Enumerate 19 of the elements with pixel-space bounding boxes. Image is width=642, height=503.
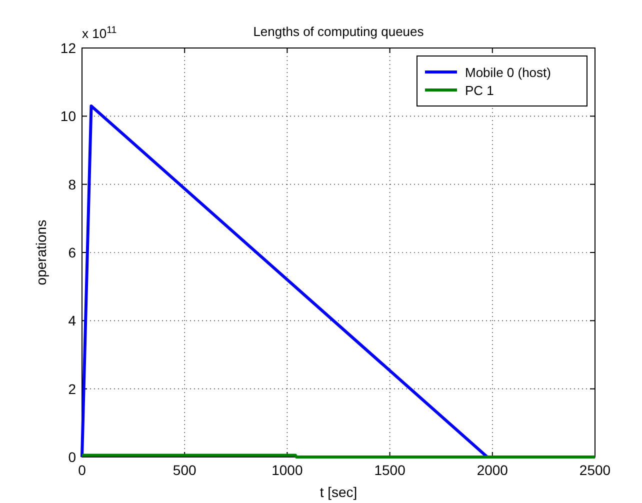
x-tick-label: 0 [78, 462, 86, 478]
y-tick-label: 8 [68, 176, 76, 192]
legend-label: Mobile 0 (host) [465, 65, 551, 80]
x-tick-label: 1500 [374, 462, 406, 478]
y-tick-label: 6 [68, 244, 76, 260]
y-tick-label: 0 [68, 449, 76, 465]
text: x 10$^{11}$ [82, 24, 117, 41]
x-tick-label: 2000 [476, 462, 508, 478]
x-axis-title: t [sec] [320, 484, 358, 500]
y-tick-label: 2 [68, 380, 76, 397]
chart-title: Lengths of computing queues [253, 24, 424, 39]
x-tick-label: 2500 [579, 462, 611, 478]
x-tick-label: 1000 [272, 462, 303, 478]
legend-label: PC 1 [465, 83, 494, 98]
y-tick-label: 12 [60, 40, 76, 56]
y-tick-label: 10 [60, 108, 76, 124]
y-axis-title: operations [33, 220, 49, 286]
x-tick-label: 500 [172, 462, 196, 478]
y-tick-label: 4 [68, 312, 76, 329]
